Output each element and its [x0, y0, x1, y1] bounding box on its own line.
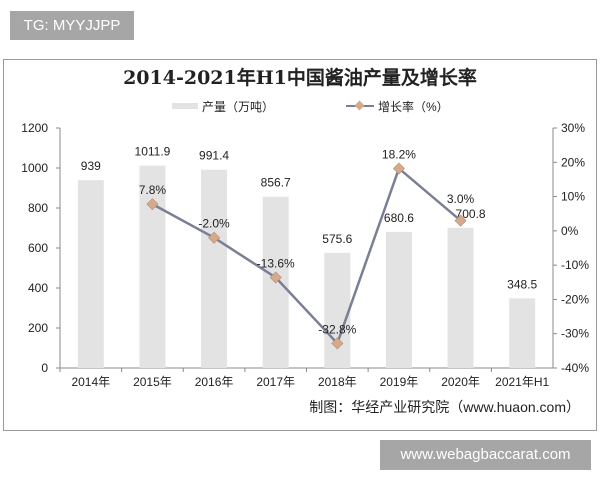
growth-value-label: -13.6%	[257, 256, 295, 270]
right-tick-label: -40%	[561, 361, 589, 375]
bar-value-label: 939	[81, 159, 101, 173]
bar-value-label: 991.4	[199, 149, 229, 163]
left-tick-label: 600	[28, 241, 48, 255]
right-tick-label: -30%	[561, 327, 589, 341]
x-tick-label: 2021年H1	[495, 375, 549, 389]
chart-title: 2014-2021年H1中国酱油产量及增长率	[123, 66, 477, 89]
growth-point-4	[331, 337, 344, 350]
watermark-top-left: TG: MYYJJPP	[10, 11, 134, 40]
watermark-bottom-right: www.webagbaccarat.com	[380, 440, 591, 470]
bar-value-label: 1011.9	[135, 145, 171, 159]
right-tick-label: -20%	[561, 292, 589, 306]
legend-diamond-icon	[354, 100, 365, 111]
growth-value-label: 18.2%	[382, 147, 416, 161]
right-tick-label: 10%	[561, 190, 585, 204]
x-tick-label: 2020年	[441, 375, 480, 389]
left-tick-label: 800	[28, 201, 48, 215]
legend-line-label: 增长率（%）	[378, 99, 449, 114]
x-tick-label: 2015年	[133, 375, 172, 389]
bar-2	[201, 169, 228, 368]
legend: 产量（万吨） 增长率（%）	[172, 99, 449, 114]
right-tick-label: 0%	[561, 224, 579, 238]
legend-bar-swatch	[172, 103, 198, 109]
bar-6	[447, 227, 474, 368]
left-tick-label: 1000	[21, 161, 48, 175]
legend-bar-label: 产量（万吨）	[202, 100, 274, 114]
bar-value-label: 680.6	[384, 211, 414, 225]
bar-value-label: 856.7	[261, 176, 291, 190]
right-tick-label: 20%	[561, 155, 585, 169]
chart-frame	[3, 59, 597, 431]
right-tick-label: 30%	[561, 121, 585, 135]
growth-value-label: -2.0%	[198, 217, 230, 231]
bar-0	[77, 180, 104, 368]
growth-value-label: 7.8%	[139, 183, 167, 197]
right-tick-label: -10%	[561, 258, 589, 272]
growth-value-label: -32.8%	[318, 322, 356, 336]
growth-point-6	[454, 214, 467, 227]
growth-point-1	[146, 198, 159, 211]
bar-value-label: 348.5	[507, 277, 537, 291]
left-tick-label: 0	[41, 361, 48, 375]
x-tick-label: 2018年	[318, 375, 357, 389]
bar-5	[385, 231, 412, 368]
growth-point-3	[269, 271, 282, 284]
growth-line	[151, 166, 462, 346]
source-note: 制图：华经产业研究院（www.huaon.com）	[309, 399, 580, 415]
x-tick-label: 2017年	[256, 375, 295, 389]
bar-value-label: 575.6	[322, 232, 352, 246]
growth-point-5	[392, 162, 405, 175]
left-tick-label: 1200	[21, 121, 48, 135]
bar-4	[324, 252, 351, 368]
bar-7	[509, 298, 536, 368]
x-tick-label: 2016年	[195, 375, 234, 389]
left-tick-label: 200	[28, 321, 48, 335]
x-tick-label: 2014年	[71, 375, 110, 389]
growth-point-2	[208, 231, 221, 244]
x-tick-label: 2019年	[380, 375, 419, 389]
growth-value-label: 3.0%	[447, 192, 475, 206]
left-tick-label: 400	[28, 281, 48, 295]
